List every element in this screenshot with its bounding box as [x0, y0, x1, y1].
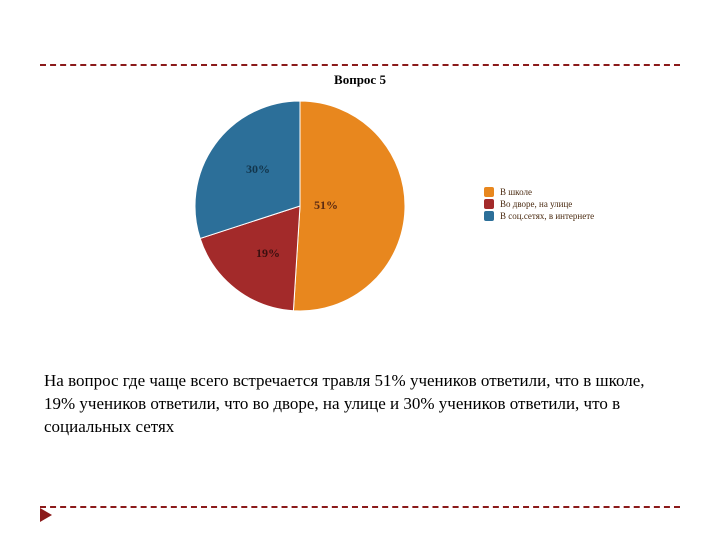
legend-label-1: Во дворе, на улице	[500, 198, 572, 210]
pie-svg	[195, 101, 405, 311]
legend-swatch-1	[484, 199, 494, 209]
legend: В школеВо дворе, на улицеВ соц.сетях, в …	[484, 186, 594, 222]
legend-label-2: В соц.сетях, в интернете	[500, 210, 594, 222]
caption-text: На вопрос где чаще всего встречается тра…	[44, 370, 676, 439]
legend-label-0: В школе	[500, 186, 532, 198]
divider-top	[40, 64, 680, 66]
pie-slice-label-0: 51%	[314, 198, 338, 213]
divider-bottom	[40, 506, 680, 508]
chart-title: Вопрос 5	[0, 72, 720, 88]
legend-item-0: В школе	[484, 186, 594, 198]
legend-item-1: Во дворе, на улице	[484, 198, 594, 210]
legend-item-2: В соц.сетях, в интернете	[484, 210, 594, 222]
pie-slice-label-1: 19%	[256, 246, 280, 261]
play-icon	[40, 508, 52, 522]
legend-swatch-2	[484, 211, 494, 221]
slide: Вопрос 5 В школеВо дворе, на улицеВ соц.…	[0, 0, 720, 540]
pie-slice-label-2: 30%	[246, 162, 270, 177]
legend-swatch-0	[484, 187, 494, 197]
pie-slice-0	[293, 101, 405, 311]
pie-chart	[195, 101, 405, 311]
